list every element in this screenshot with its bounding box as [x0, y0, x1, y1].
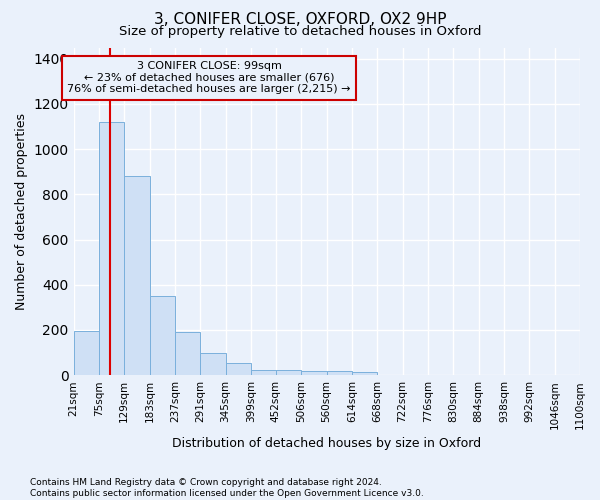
Bar: [124, 176, 149, 375]
Bar: [226, 363, 251, 375]
X-axis label: Distribution of detached houses by size in Oxford: Distribution of detached houses by size …: [172, 437, 481, 450]
Bar: [301, 370, 326, 375]
Text: 3, CONIFER CLOSE, OXFORD, OX2 9HP: 3, CONIFER CLOSE, OXFORD, OX2 9HP: [154, 12, 446, 28]
Bar: [276, 370, 301, 375]
Bar: [149, 296, 175, 375]
Y-axis label: Number of detached properties: Number of detached properties: [15, 113, 28, 310]
Bar: [352, 372, 377, 375]
Bar: [175, 332, 200, 375]
Text: Contains HM Land Registry data © Crown copyright and database right 2024.
Contai: Contains HM Land Registry data © Crown c…: [30, 478, 424, 498]
Bar: [326, 370, 352, 375]
Bar: [99, 122, 124, 375]
Bar: [74, 331, 99, 375]
Bar: [251, 370, 276, 375]
Text: Size of property relative to detached houses in Oxford: Size of property relative to detached ho…: [119, 25, 481, 38]
Bar: [200, 352, 226, 375]
Text: 3 CONIFER CLOSE: 99sqm
← 23% of detached houses are smaller (676)
76% of semi-de: 3 CONIFER CLOSE: 99sqm ← 23% of detached…: [67, 61, 351, 94]
